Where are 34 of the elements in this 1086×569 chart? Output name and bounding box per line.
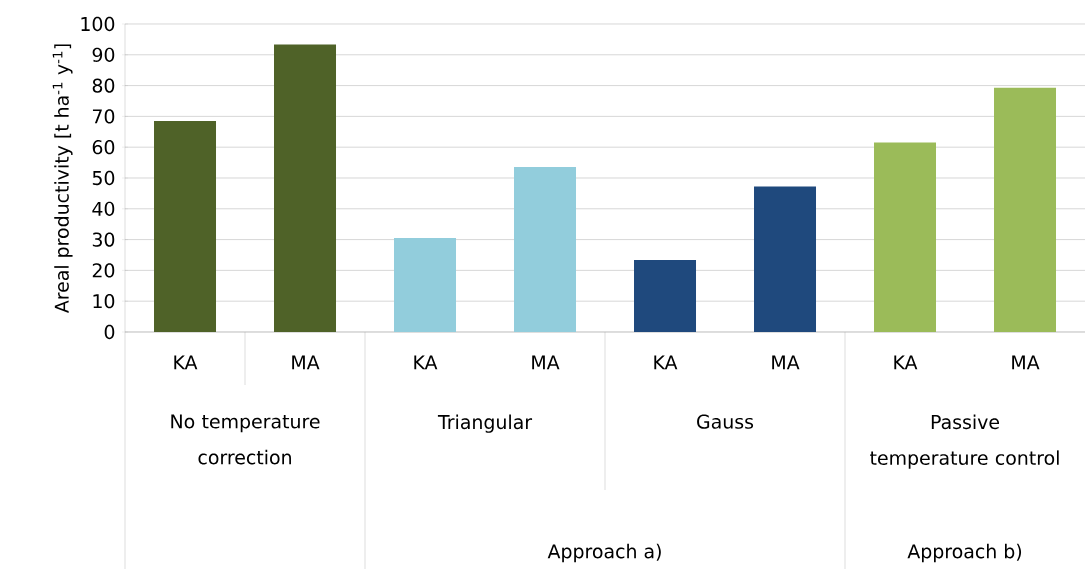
y-tick-label: 50: [92, 170, 115, 186]
x-tick-label: KA: [894, 355, 918, 370]
bar: [634, 259, 697, 332]
x-tick-label: MA: [532, 355, 560, 370]
y-tick-label: 40: [92, 201, 115, 216]
x-tick-label: MA: [1012, 355, 1040, 370]
text: Approach b): [907, 543, 1022, 563]
bar: [394, 238, 457, 332]
y-tick-label: 20: [92, 263, 115, 278]
bar: [994, 87, 1057, 332]
text: No temperature correction: [171, 414, 320, 465]
text: Approach a): [547, 543, 661, 563]
x-tick-label: MA: [772, 355, 800, 370]
y-tick-label: 80: [92, 78, 115, 93]
y-tick-label: 90: [92, 47, 115, 62]
y-tick-label: 60: [92, 140, 115, 155]
y-axis-title: Areal productivity [t ha$^{-1}$ y$^{-1}$]: [52, 44, 73, 314]
bar: [514, 166, 577, 332]
y-tick-label: 30: [92, 232, 115, 247]
bar: [274, 44, 337, 332]
x-tick-label: MA: [292, 355, 320, 370]
x-tick-label: KA: [174, 355, 198, 370]
y-tick-label: 70: [92, 109, 115, 124]
x-tick-label: KA: [654, 355, 678, 370]
y-tick-label: 100: [81, 16, 115, 32]
y-tick-label: 10: [93, 294, 115, 309]
y-tick-label: 0: [104, 324, 115, 340]
bar: [874, 142, 937, 332]
text: Triangular: [437, 414, 533, 433]
text: Gauss: [697, 414, 754, 429]
x-tick-label: KA: [414, 355, 438, 370]
bar: [154, 121, 217, 332]
bar: [754, 186, 817, 332]
text: Passive temperature control: [870, 414, 1059, 469]
